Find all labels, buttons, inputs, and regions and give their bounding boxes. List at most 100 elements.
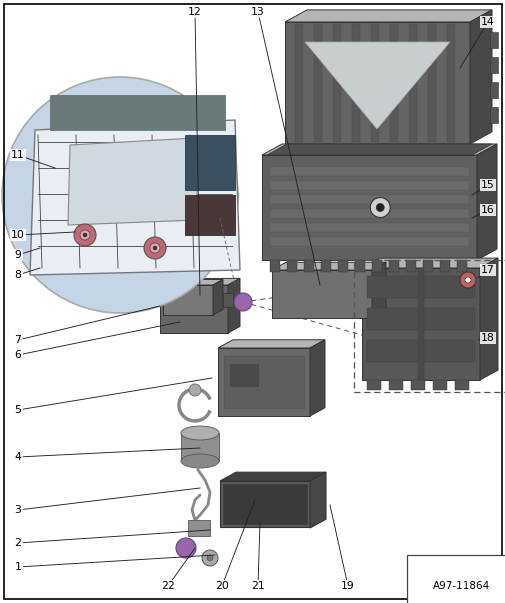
Polygon shape	[270, 260, 279, 272]
Circle shape	[207, 555, 213, 561]
Text: 9: 9	[15, 250, 21, 260]
Polygon shape	[351, 24, 359, 142]
Polygon shape	[366, 276, 474, 298]
Circle shape	[459, 272, 475, 288]
Polygon shape	[272, 270, 371, 318]
Polygon shape	[305, 42, 449, 129]
Polygon shape	[456, 260, 466, 272]
Polygon shape	[370, 24, 378, 142]
Text: 15: 15	[480, 180, 494, 190]
Polygon shape	[230, 364, 258, 386]
Polygon shape	[388, 380, 402, 390]
Polygon shape	[366, 380, 380, 390]
Text: 14: 14	[480, 17, 494, 27]
Text: 16: 16	[480, 205, 494, 215]
Polygon shape	[270, 181, 468, 190]
Polygon shape	[320, 260, 330, 272]
Polygon shape	[432, 380, 446, 390]
Text: 6: 6	[15, 350, 21, 360]
Polygon shape	[30, 120, 239, 275]
Polygon shape	[286, 260, 296, 272]
Text: 21: 21	[250, 581, 264, 591]
Polygon shape	[270, 223, 468, 232]
Polygon shape	[371, 260, 381, 272]
Text: 22: 22	[161, 581, 175, 591]
Polygon shape	[310, 339, 324, 416]
Text: 3: 3	[15, 505, 21, 515]
Circle shape	[144, 237, 166, 259]
Polygon shape	[220, 481, 310, 527]
Polygon shape	[446, 24, 454, 142]
Circle shape	[2, 77, 237, 313]
Text: 4: 4	[15, 452, 21, 462]
Polygon shape	[366, 340, 474, 362]
Circle shape	[149, 243, 160, 253]
Polygon shape	[224, 356, 304, 408]
Polygon shape	[476, 144, 496, 260]
Polygon shape	[218, 339, 324, 348]
Polygon shape	[228, 279, 239, 333]
Polygon shape	[489, 32, 497, 48]
Circle shape	[176, 538, 195, 558]
Text: 18: 18	[480, 333, 494, 343]
Circle shape	[370, 198, 389, 218]
Text: 13: 13	[250, 7, 264, 17]
Text: 7: 7	[15, 335, 21, 345]
Polygon shape	[408, 24, 416, 142]
Polygon shape	[388, 260, 398, 272]
Polygon shape	[185, 195, 234, 235]
Circle shape	[464, 277, 470, 283]
Polygon shape	[284, 10, 491, 22]
Polygon shape	[220, 472, 325, 481]
Polygon shape	[422, 260, 432, 272]
Polygon shape	[223, 484, 307, 524]
Polygon shape	[267, 144, 491, 155]
Polygon shape	[361, 258, 497, 268]
Polygon shape	[185, 135, 234, 190]
Text: 20: 20	[215, 581, 228, 591]
Polygon shape	[163, 280, 223, 285]
Polygon shape	[427, 24, 435, 142]
Polygon shape	[270, 209, 468, 218]
Polygon shape	[270, 237, 468, 246]
Text: 10: 10	[11, 230, 25, 240]
Polygon shape	[163, 285, 213, 315]
Text: 11: 11	[11, 150, 25, 160]
Polygon shape	[417, 268, 423, 380]
Circle shape	[376, 203, 383, 212]
Polygon shape	[50, 95, 225, 130]
Polygon shape	[218, 348, 310, 416]
Polygon shape	[188, 520, 210, 536]
Polygon shape	[262, 144, 496, 155]
Text: 1: 1	[15, 562, 21, 572]
Polygon shape	[332, 24, 340, 142]
Polygon shape	[284, 22, 469, 144]
Polygon shape	[355, 260, 364, 272]
Polygon shape	[469, 10, 491, 144]
Polygon shape	[223, 293, 232, 307]
Polygon shape	[389, 24, 397, 142]
Polygon shape	[479, 258, 497, 380]
Text: A97-11864: A97-11864	[432, 581, 490, 591]
Text: 8: 8	[15, 270, 21, 280]
Circle shape	[153, 246, 157, 250]
Polygon shape	[294, 24, 302, 142]
Circle shape	[233, 293, 251, 311]
Circle shape	[201, 550, 218, 566]
Polygon shape	[272, 262, 385, 270]
Polygon shape	[361, 268, 479, 380]
Circle shape	[83, 233, 87, 237]
Polygon shape	[262, 155, 476, 260]
Polygon shape	[489, 107, 497, 123]
Polygon shape	[489, 82, 497, 98]
Polygon shape	[366, 308, 474, 330]
Text: 5: 5	[15, 405, 21, 415]
Polygon shape	[310, 472, 325, 528]
Polygon shape	[439, 260, 449, 272]
Polygon shape	[371, 262, 385, 318]
Ellipse shape	[181, 426, 219, 440]
Polygon shape	[314, 24, 321, 142]
Text: 2: 2	[15, 538, 21, 548]
Polygon shape	[489, 57, 497, 73]
Polygon shape	[181, 433, 219, 461]
